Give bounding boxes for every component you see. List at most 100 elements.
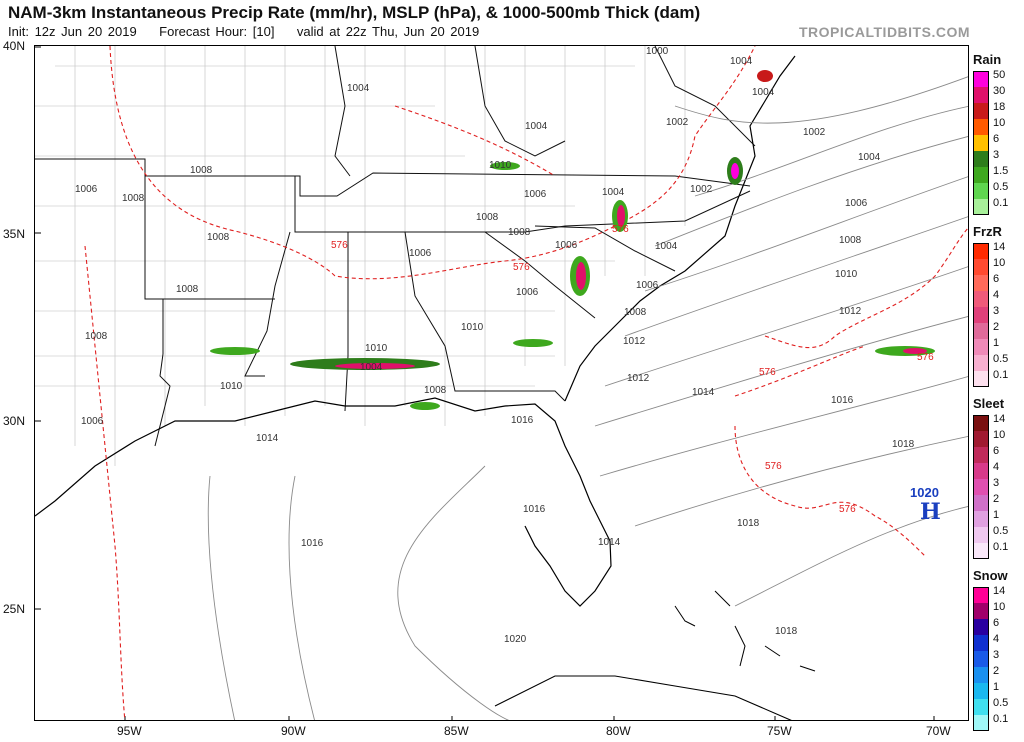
legend-scale: 14 10 6 4 3 2 1 0.5 0.1 xyxy=(973,239,1008,387)
legend-tick-label: 0.5 xyxy=(993,697,1009,709)
forecast-hour: Forecast Hour: [10] xyxy=(159,24,275,39)
legend-tick-label: 10 xyxy=(993,257,1006,269)
isobar-label: 1004 xyxy=(347,83,370,94)
legend-tick-label: 50 xyxy=(993,69,1006,81)
thickness-label: 576 xyxy=(612,224,629,235)
isobar-label: 1008 xyxy=(190,165,213,176)
legend-tick-label: 4 xyxy=(993,461,1000,473)
legend-scale: 50 30 18 10 6 3 1.5 0.5 0.1 xyxy=(973,67,1008,215)
legend-tick-label: 1.5 xyxy=(993,165,1009,177)
thickness-label: 576 xyxy=(759,367,776,378)
legend-tick-label: 4 xyxy=(993,289,1000,301)
isobar-label: 1014 xyxy=(256,433,279,444)
legend-title: Snow xyxy=(973,568,1008,583)
lon-label-70w: 70W xyxy=(926,724,951,738)
cuba-coastline xyxy=(494,675,792,720)
legend-tick-label: 6 xyxy=(993,617,1000,629)
legend-tick-label: 4 xyxy=(993,633,1000,645)
isobar-label: 1006 xyxy=(409,248,432,259)
isobar-label: 1008 xyxy=(424,385,447,396)
legend-tick-label: 2 xyxy=(993,665,1000,677)
legend-color-swatch xyxy=(973,119,989,135)
lat-label-30n: 30N xyxy=(3,414,26,428)
legend-color-swatch xyxy=(973,651,989,667)
isobar-label: 1008 xyxy=(176,284,199,295)
isobar-label: 1008 xyxy=(624,307,647,318)
isobar-label: 1018 xyxy=(775,626,798,637)
legend-tick-label: 14 xyxy=(993,413,1006,425)
isobar-label: 1002 xyxy=(803,127,826,138)
legend-title: Sleet xyxy=(973,396,1005,411)
legend-tick-label: 0.5 xyxy=(993,353,1009,365)
legend-tick-label: 10 xyxy=(993,117,1006,129)
legend-color-swatch xyxy=(973,447,989,463)
isobar-label: 1006 xyxy=(636,280,659,291)
legend-color-swatch xyxy=(973,275,989,291)
isobar-label: 1004 xyxy=(858,152,881,163)
site-brand: TROPICALTIDBITS.COM xyxy=(798,24,970,40)
legend-tick-label: 2 xyxy=(993,493,1000,505)
isobar-label: 1006 xyxy=(524,189,547,200)
legend-tick-label: 1 xyxy=(993,337,1000,349)
lon-label-75w: 75W xyxy=(767,724,792,738)
legend-color-swatch xyxy=(973,243,989,259)
isobar-label: 1008 xyxy=(839,235,862,246)
legend-color-swatch xyxy=(973,699,989,715)
legend-tick-label: 30 xyxy=(993,85,1006,97)
legend-color-swatch xyxy=(973,667,989,683)
isobar-label: 1012 xyxy=(839,306,862,317)
legend-color-swatch xyxy=(973,415,989,431)
legend-color-swatch xyxy=(973,527,989,543)
legend-color-swatch xyxy=(973,543,989,559)
isobar-label: 1004 xyxy=(730,56,753,67)
lat-label-40n: 40N xyxy=(3,39,26,53)
legend-color-swatch xyxy=(973,307,989,323)
legend-tick-label: 0.5 xyxy=(993,181,1009,193)
isobar-label: 1010 xyxy=(365,343,388,354)
legend-tick-label: 3 xyxy=(993,305,1000,317)
legend-tick-label: 1 xyxy=(993,509,1000,521)
legend-color-swatch xyxy=(973,495,989,511)
legend-color-swatch xyxy=(973,715,989,731)
isobar-label: 1004 xyxy=(360,362,383,373)
legend-color-swatch xyxy=(973,603,989,619)
isobar-label: 1002 xyxy=(666,117,689,128)
isobar-label: 1008 xyxy=(508,227,531,238)
map-panel[interactable]: 1000 1004 1006 1008 1008 1008 1008 1008 … xyxy=(34,45,969,721)
map-title: NAM-3km Instantaneous Precip Rate (mm/hr… xyxy=(8,3,701,22)
legend-color-swatch xyxy=(973,371,989,387)
isobar-label: 1012 xyxy=(623,336,646,347)
legend-color-swatch xyxy=(973,183,989,199)
legend-color-swatch xyxy=(973,463,989,479)
isobar-label: 1018 xyxy=(892,439,915,450)
lon-label-95w: 95W xyxy=(117,724,142,738)
lon-label-85w: 85W xyxy=(444,724,469,738)
legend-color-swatch xyxy=(973,71,989,87)
legend-tick-label: 3 xyxy=(993,649,1000,661)
legend-color-swatch xyxy=(973,479,989,495)
legend-title: FrzR xyxy=(973,224,1002,239)
isobar-label: 1000 xyxy=(646,46,669,57)
legend-tick-label: 1 xyxy=(993,681,1000,693)
high-pressure-value: 1020 xyxy=(910,485,939,500)
isobar-label: 1002 xyxy=(690,184,713,195)
legend-scale: 14 10 6 4 3 2 1 0.5 0.1 xyxy=(973,583,1008,731)
legend-color-swatch xyxy=(973,683,989,699)
isobar-label: 1004 xyxy=(655,241,678,252)
legend-color-swatch xyxy=(973,511,989,527)
isobar-label: 1016 xyxy=(831,395,854,406)
isobar-label: 1006 xyxy=(845,198,868,209)
state-borders xyxy=(35,46,756,447)
legend-tick-label: 10 xyxy=(993,601,1006,613)
legend-color-swatch xyxy=(973,259,989,275)
isobar-label: 1012 xyxy=(627,373,650,384)
thickness-label: 576 xyxy=(765,461,782,472)
legend-tick-label: 0.1 xyxy=(993,197,1009,209)
legend-tick-label: 0.1 xyxy=(993,541,1009,553)
legend-tick-label: 6 xyxy=(993,273,1000,285)
isobar-label: 1014 xyxy=(692,387,715,398)
isobar-label: 1008 xyxy=(85,331,108,342)
isobar-label: 1006 xyxy=(75,184,98,195)
legend-color-swatch xyxy=(973,323,989,339)
legend-title: Rain xyxy=(973,52,1002,67)
